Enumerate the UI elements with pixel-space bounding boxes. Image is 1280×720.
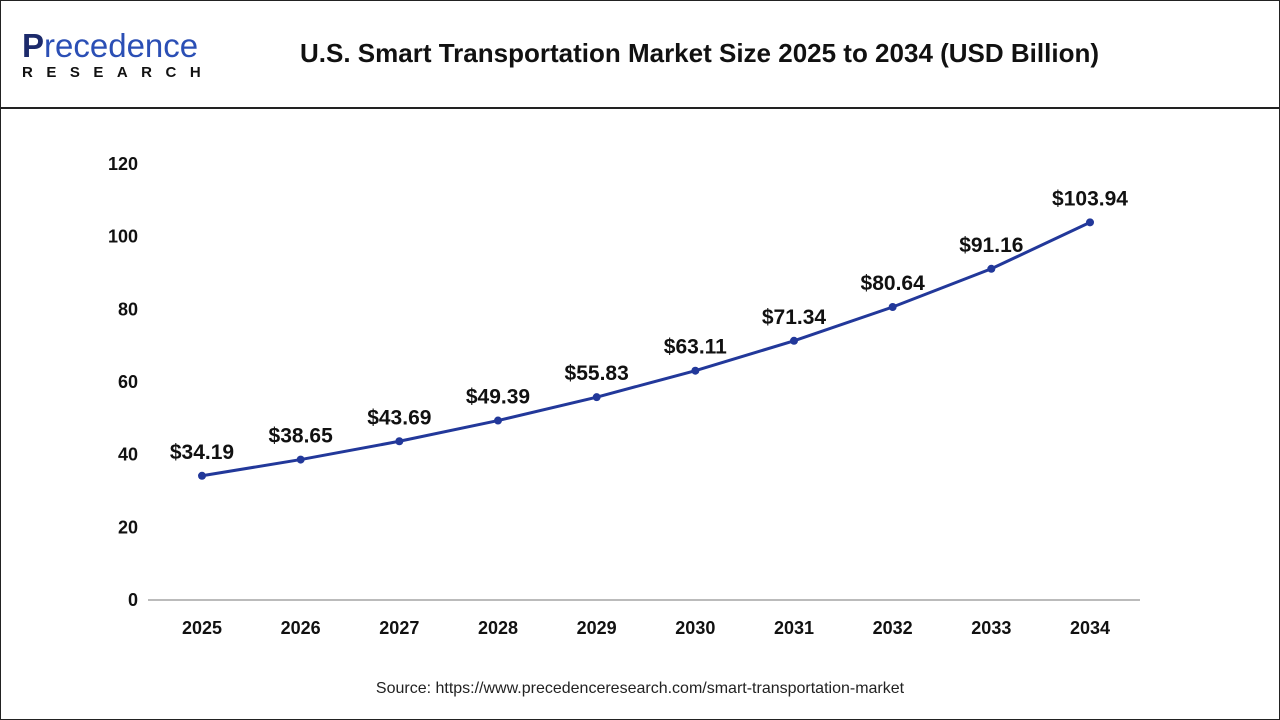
- data-label: $80.64: [861, 272, 926, 295]
- data-point: [888, 303, 897, 312]
- chart-title: U.S. Smart Transportation Market Size 20…: [300, 38, 1099, 68]
- x-tick-label: 2034: [1070, 618, 1110, 638]
- data-point: [691, 366, 700, 375]
- y-tick-label: 100: [108, 227, 138, 247]
- y-tick-label: 40: [118, 445, 138, 465]
- data-point: [592, 393, 601, 402]
- series-line: [201, 220, 1091, 478]
- data-point: [198, 471, 206, 480]
- data-point: [494, 416, 502, 425]
- y-tick-label: 0: [128, 590, 138, 610]
- data-point: [395, 437, 404, 446]
- data-point: [790, 336, 798, 345]
- y-tick-label: 120: [108, 154, 138, 174]
- y-tick-label: 60: [118, 372, 138, 392]
- data-label: $43.69: [367, 406, 431, 429]
- header: Precedence RESEARCH U.S. Smart Transport…: [0, 0, 1280, 109]
- x-tick-label: 2033: [971, 618, 1011, 638]
- y-tick-label: 20: [118, 517, 138, 537]
- x-tick-label: 2025: [182, 618, 222, 638]
- data-point: [296, 455, 305, 464]
- data-label: $63.11: [664, 336, 727, 359]
- x-tick-label: 2029: [577, 618, 617, 638]
- x-tick-label: 2026: [281, 618, 321, 638]
- data-point: [1086, 218, 1094, 227]
- data-label: $49.39: [466, 386, 530, 409]
- data-label: $103.94: [1052, 187, 1128, 210]
- x-tick-label: 2028: [478, 618, 518, 638]
- x-tick-label: 2027: [379, 618, 419, 638]
- data-label: $71.34: [762, 306, 827, 329]
- data-label: $34.19: [170, 441, 234, 464]
- x-tick-label: 2032: [873, 618, 913, 638]
- y-tick-label: 80: [118, 299, 138, 319]
- source-note: Source: https://www.precedenceresearch.c…: [375, 680, 905, 697]
- data-label: $91.16: [959, 234, 1023, 257]
- data-label: $55.83: [565, 362, 629, 385]
- data-point: [987, 264, 996, 273]
- x-tick-label: 2031: [774, 618, 814, 638]
- x-tick-label: 2030: [675, 618, 715, 638]
- data-label: $38.65: [269, 425, 334, 448]
- precedence-research-logo: Precedence RESEARCH: [22, 27, 215, 81]
